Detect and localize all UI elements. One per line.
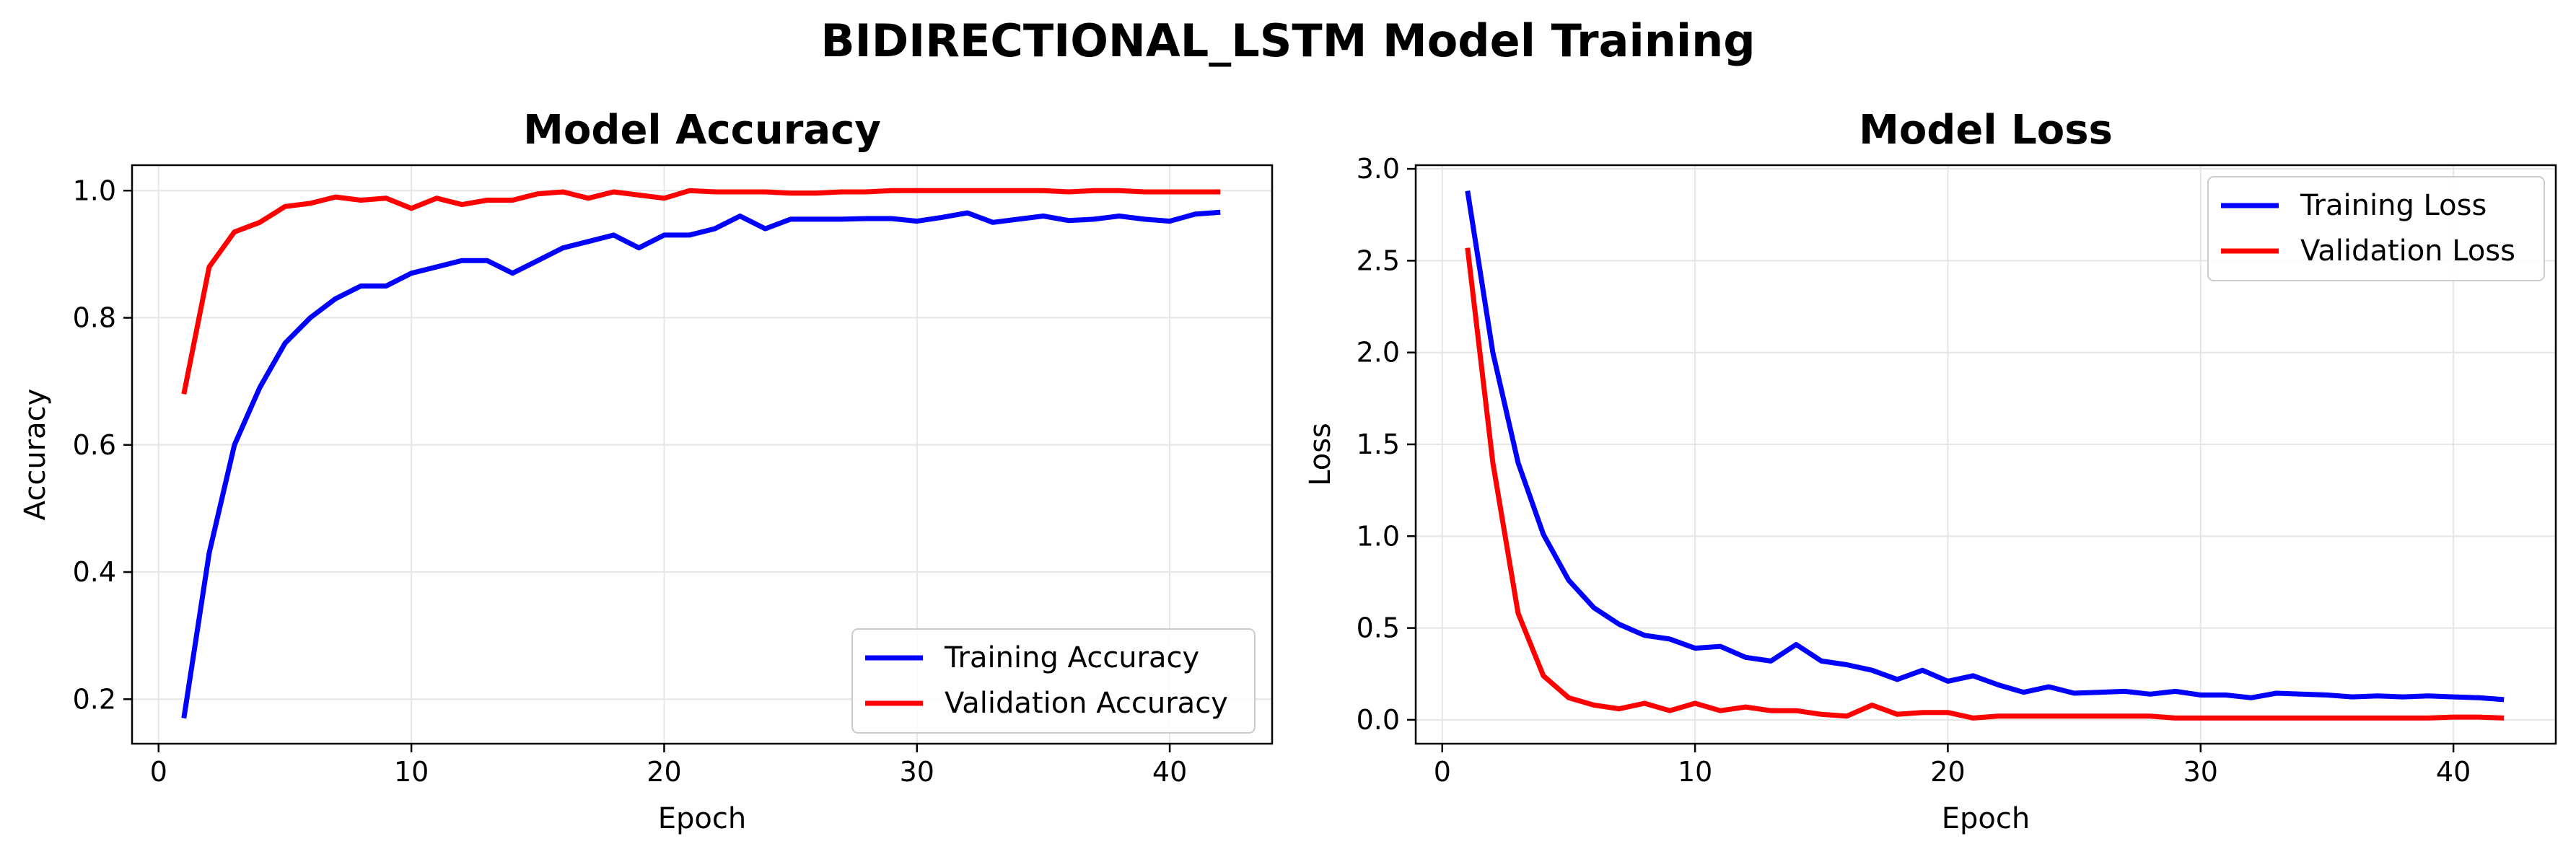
accuracy-x-tick-label: 10 (394, 756, 429, 788)
loss-x-axis-label: Epoch (1942, 802, 2030, 835)
accuracy-legend: Training Accuracy Validation Accuracy (851, 628, 1256, 734)
loss-y-tick-label: 3.0 (1357, 153, 1400, 185)
accuracy-x-tick-label: 40 (1152, 756, 1187, 788)
accuracy-legend-box (851, 628, 1256, 734)
training-accuracy-legend-label: Training Accuracy (944, 641, 1199, 674)
accuracy-y-axis-label: Accuracy (19, 389, 52, 521)
accuracy-y-tick-label: 0.4 (73, 556, 116, 588)
figure-title: BIDIRECTIONAL_LSTM Model Training (820, 14, 1755, 67)
loss-y-tick-label: 1.0 (1357, 520, 1400, 552)
accuracy-x-tick-label: 30 (900, 756, 934, 788)
loss-chart: 0 10 20 30 40 0.0 0.5 1.0 1.5 2.0 2.5 3.0 Model Loss… (1304, 107, 2557, 835)
training-loss-line (1465, 190, 2505, 703)
accuracy-y-tick-label: 0.6 (73, 429, 116, 461)
loss-legend: Training Loss Validation Loss (2207, 176, 2545, 281)
loss-y-tick-label: 0.0 (1357, 704, 1400, 736)
validation-loss-legend-label: Validation Loss (2300, 234, 2515, 268)
loss-chart-title: Model Loss (1859, 107, 2113, 154)
accuracy-x-tick-label: 0 (150, 756, 167, 788)
training-loss-legend-label: Training Loss (2300, 189, 2487, 222)
loss-y-tick-label: 1.5 (1357, 428, 1400, 460)
accuracy-x-axis-label: Epoch (658, 802, 746, 835)
loss-x-tick-label: 40 (2436, 756, 2471, 788)
accuracy-chart-title: Model Accuracy (523, 107, 881, 154)
accuracy-x-tick-label: 20 (647, 756, 681, 788)
validation-accuracy-line (181, 188, 1221, 395)
loss-y-tick-label: 0.5 (1357, 612, 1400, 644)
loss-x-tick-label: 10 (1678, 756, 1712, 788)
validation-loss-line (1465, 247, 2505, 721)
loss-legend-box (2207, 176, 2545, 281)
accuracy-plot-frame (131, 164, 1274, 745)
training-accuracy-line (181, 209, 1221, 719)
loss-y-tick-label: 2.0 (1357, 337, 1400, 369)
loss-y-axis-label: Loss (1304, 423, 1337, 486)
loss-x-tick-label: 30 (2183, 756, 2218, 788)
loss-plot-frame (1414, 164, 2557, 745)
accuracy-y-tick-label: 0.2 (73, 683, 116, 715)
loss-x-tick-label: 0 (1434, 756, 1451, 788)
accuracy-chart: 0 10 20 30 40 0.2 0.4 0.6 0.8 1.0 Model Accuracy Ep… (19, 107, 1274, 835)
accuracy-y-tick-label: 0.8 (73, 302, 116, 334)
loss-x-tick-label: 20 (1930, 756, 1965, 788)
validation-accuracy-legend-label: Validation Accuracy (945, 687, 1228, 720)
accuracy-y-tick-label: 1.0 (73, 175, 116, 206)
loss-y-tick-label: 2.5 (1357, 245, 1400, 276)
